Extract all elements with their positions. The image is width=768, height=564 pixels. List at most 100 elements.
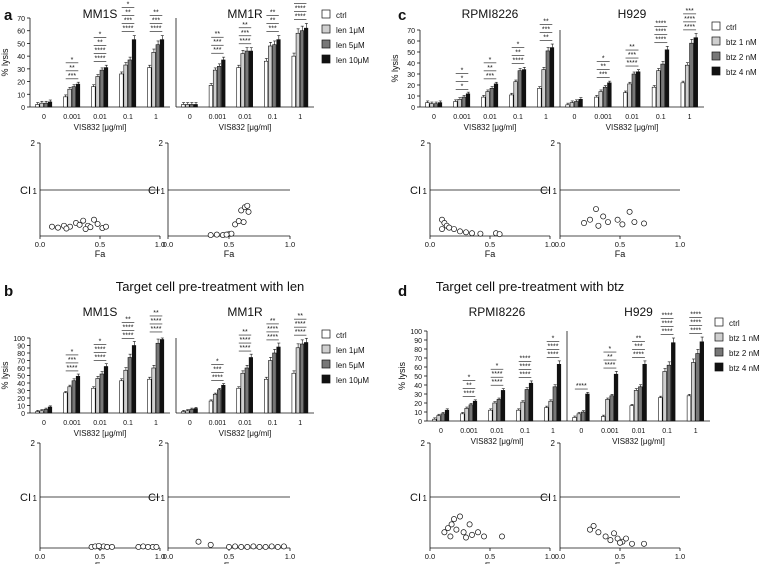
legend-swatch	[714, 317, 724, 327]
bar-legend: ctrl len 1μM len 5μM len 10μM	[321, 329, 369, 385]
significance-stars: *	[496, 363, 499, 370]
bar	[607, 82, 612, 108]
bar	[291, 372, 296, 414]
bar	[444, 409, 450, 422]
significance-stars: **	[153, 310, 159, 317]
x-tick-label: 0.001	[63, 114, 81, 121]
significance-stars: *	[71, 349, 74, 356]
ci-point	[250, 543, 257, 550]
y-tick-label: 30	[414, 392, 422, 399]
legend-item: len 5μM	[336, 41, 365, 50]
legend-item: len 1μM	[336, 26, 365, 35]
ci-point	[641, 540, 647, 547]
x-tick-label: 0.1	[656, 114, 666, 121]
ci-point	[135, 544, 142, 550]
bar	[496, 399, 501, 422]
legend-swatch	[711, 66, 721, 76]
bar-legend: ctrl len 1μM len 5μM len 10μM	[321, 9, 369, 65]
x-axis-label: VIS832 [μg/ml]	[606, 123, 659, 132]
significance-stars: ****	[604, 362, 615, 369]
legend-item: btz 2 nM	[729, 349, 760, 358]
significance-stars: ****	[212, 374, 223, 381]
bar	[468, 404, 473, 422]
ci-y-tick-label: 2	[551, 139, 556, 148]
significance-stars: ****	[633, 352, 644, 359]
significance-stars: *	[552, 336, 555, 343]
bar	[217, 66, 222, 108]
ci-y-tick-label: 2	[31, 139, 36, 148]
bar	[244, 367, 249, 414]
bar	[35, 104, 40, 108]
x-tick-label: 0.01	[625, 114, 639, 121]
legend-swatch	[321, 54, 331, 64]
bar	[662, 371, 667, 422]
ci-point	[80, 217, 87, 224]
bar	[481, 96, 486, 108]
y-tick-label: 90	[414, 338, 422, 345]
bar	[95, 378, 100, 414]
bar	[221, 384, 226, 414]
bar	[521, 69, 527, 108]
ci-point	[91, 216, 97, 223]
ci-point	[457, 228, 463, 235]
ci-x-tick-label: 1.0	[545, 240, 555, 249]
y-tick-label: 70	[414, 356, 422, 363]
significance-stars: ***	[296, 0, 304, 5]
significance-stars: ****	[67, 365, 78, 372]
ci-y-tick-label: 2	[159, 439, 164, 448]
ci-axis-label: CI	[148, 185, 159, 197]
legend-item: len 10μM	[336, 56, 369, 65]
significance-stars: ****	[690, 320, 701, 327]
significance-stars: **	[69, 65, 75, 72]
bar	[461, 96, 466, 108]
x-axis-label: VIS832 [μg/ml]	[471, 437, 524, 446]
bar	[71, 380, 76, 414]
x-tick-label: 0	[432, 114, 436, 121]
ci-y-tick-label: 2	[421, 439, 426, 448]
ci-y-tick-label: 1	[423, 494, 428, 503]
x-tick-label: 1	[688, 114, 692, 121]
x-axis-label: VIS832 [μg/ml]	[219, 123, 272, 132]
significance-stars: **	[636, 336, 642, 343]
significance-stars: ****	[513, 58, 524, 65]
legend-swatch	[711, 36, 721, 46]
significance-stars: ****	[627, 60, 638, 67]
significance-stars: ****	[151, 26, 162, 33]
significance-stars: ****	[655, 21, 666, 28]
bar	[236, 67, 241, 108]
significance-stars: ****	[95, 55, 106, 62]
ci-point	[445, 525, 451, 532]
y-tick-label: 70	[17, 16, 25, 23]
bar	[651, 86, 657, 108]
ci-x-tick-label: 1.0	[285, 552, 295, 561]
bar	[264, 378, 269, 414]
ci-x-tick-label: 1.0	[675, 552, 685, 561]
significance-stars: ***	[213, 39, 221, 46]
bar	[548, 400, 553, 422]
bar-legend: ctrl btz 1 nM btz 2 nM btz 4 nM	[711, 21, 757, 77]
ci-point	[439, 226, 445, 232]
significance-stars: ****	[267, 326, 278, 333]
significance-stars: *	[127, 2, 130, 9]
significance-stars: ****	[655, 37, 666, 44]
bar	[565, 104, 570, 108]
bar	[240, 53, 245, 108]
bar	[638, 386, 643, 422]
panel-label: a	[4, 7, 13, 24]
ci-point	[256, 544, 263, 550]
legend-item: ctrl	[729, 319, 740, 328]
x-axis-label: VIS832 [μg/ml]	[74, 429, 127, 438]
fa-axis-label: Fa	[95, 249, 106, 259]
ci-point	[109, 544, 115, 550]
significance-stars: ****	[662, 321, 673, 328]
bar	[436, 415, 441, 422]
bar	[99, 373, 104, 414]
bar	[440, 413, 445, 422]
legend-item: btz 4 nM	[726, 68, 757, 77]
bar	[131, 39, 137, 108]
